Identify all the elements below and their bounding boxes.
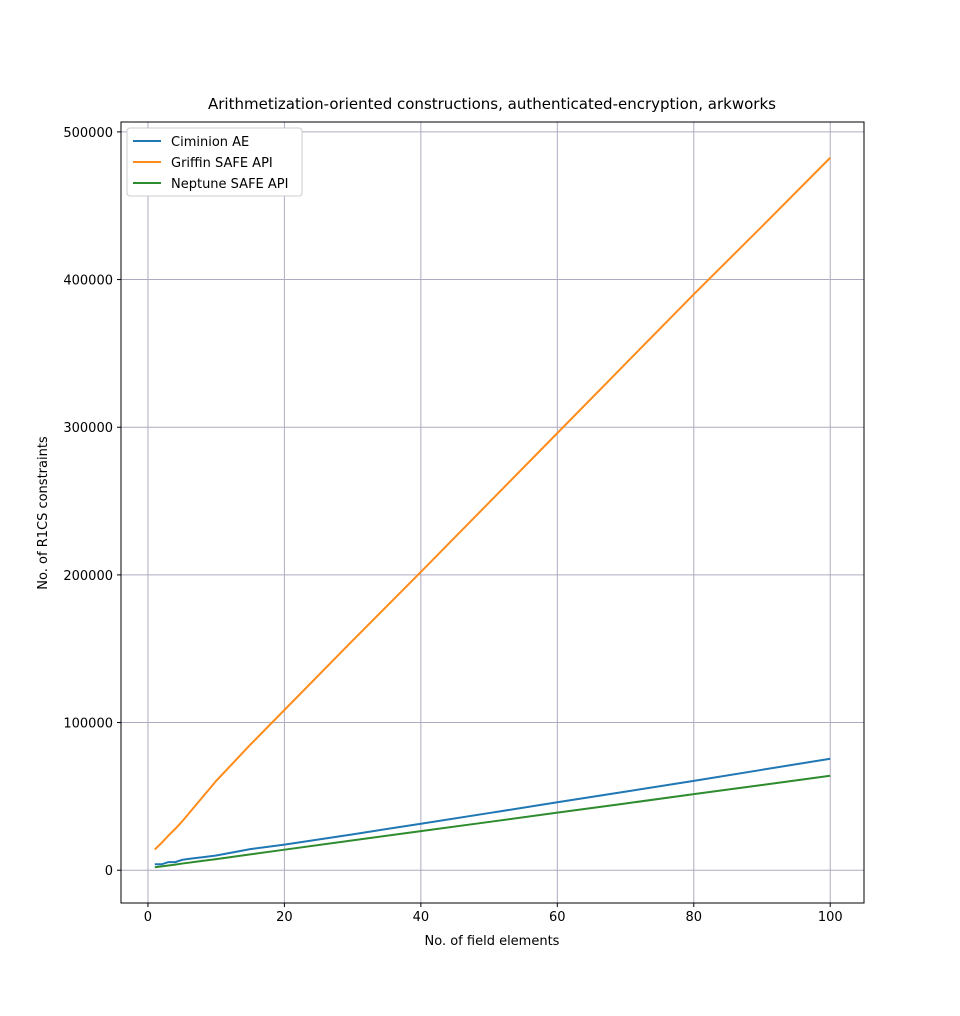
series-line bbox=[154, 774, 831, 869]
plot-frame bbox=[120, 121, 865, 904]
legend-label: Ciminion AE bbox=[171, 135, 249, 150]
legend-label: Neptune SAFE API bbox=[171, 177, 288, 192]
x-axis-label: No. of field elements bbox=[425, 934, 560, 949]
series-line bbox=[154, 757, 831, 866]
y-tick-label: 0 bbox=[105, 864, 113, 879]
chart-title: Arithmetization-oriented constructions, … bbox=[208, 95, 776, 113]
x-tick-label: 60 bbox=[549, 910, 566, 925]
legend-label: Griffin SAFE API bbox=[171, 156, 273, 171]
x-tick-label: 0 bbox=[144, 910, 152, 925]
y-tick-label: 400000 bbox=[63, 274, 113, 289]
y-tick-label: 500000 bbox=[63, 126, 113, 141]
x-tick-label: 80 bbox=[685, 910, 702, 925]
y-tick-label: 100000 bbox=[63, 717, 113, 732]
legend-box bbox=[126, 127, 303, 197]
x-tick-label: 100 bbox=[818, 910, 843, 925]
series-line bbox=[154, 157, 831, 851]
y-axis-label: No. of R1CS constraints bbox=[36, 436, 51, 590]
x-tick-label: 20 bbox=[276, 910, 293, 925]
y-tick-label: 300000 bbox=[63, 421, 113, 436]
x-tick-label: 40 bbox=[413, 910, 430, 925]
y-tick-label: 200000 bbox=[63, 569, 113, 584]
legend: Ciminion AE Griffin SAFE API Neptune SAFE … bbox=[126, 127, 303, 197]
